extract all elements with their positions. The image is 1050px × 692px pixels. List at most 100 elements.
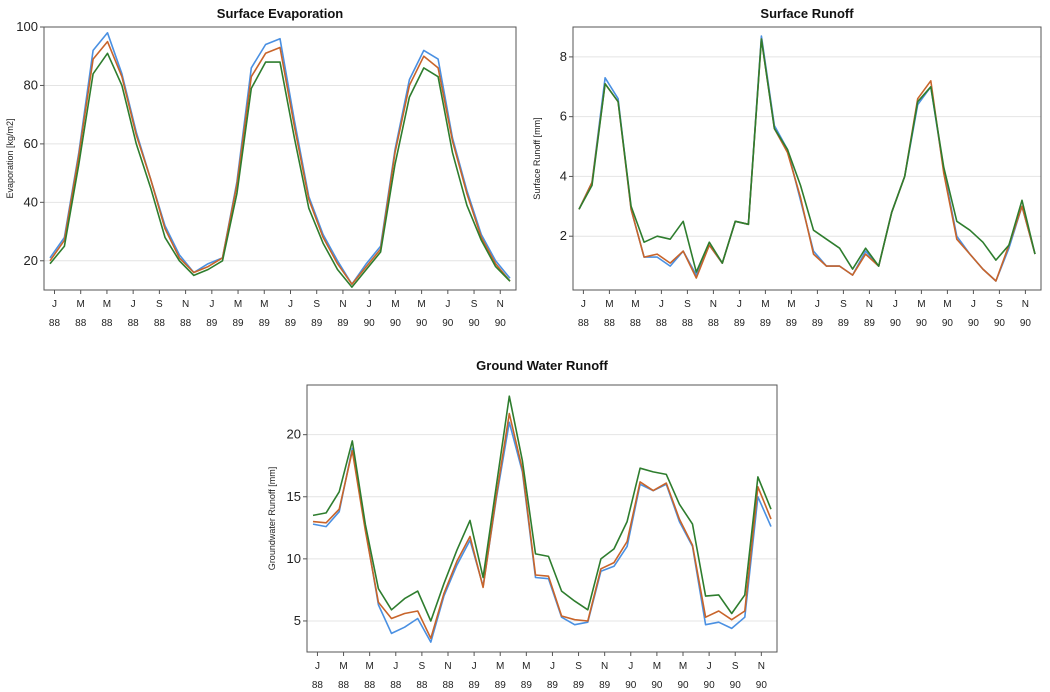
x-tick-label-month: J — [628, 661, 633, 672]
x-tick-label-year: 89 — [812, 318, 824, 329]
x-tick-label-month: J — [971, 299, 976, 310]
x-tick-label-month: S — [471, 299, 478, 310]
x-tick-label-year: 88 — [49, 318, 61, 329]
x-tick-label-month: M — [103, 299, 111, 310]
chart-svg: Surface Runoff Surface Runoff [mm] 2 4 6 8 J… — [532, 6, 1042, 329]
x-tick-label-year: 89 — [469, 680, 481, 691]
x-tick-label-year: 90 — [442, 318, 454, 329]
chart-title: Surface Evaporation — [217, 6, 343, 21]
x-tick-label-month: M — [787, 299, 795, 310]
x-tick-label-month: M — [917, 299, 925, 310]
x-tick-label-year: 88 — [128, 318, 140, 329]
x-tick-label-month: M — [77, 299, 85, 310]
x-tick-label-month: M — [496, 661, 504, 672]
x-tick-label-month: M — [679, 661, 687, 672]
x-tick-label-year: 89 — [838, 318, 850, 329]
y-tick-label: 15 — [287, 489, 301, 504]
x-tick-label-year: 88 — [338, 680, 350, 691]
y-tick-label: 4 — [560, 168, 567, 183]
x-tick-label-month: J — [209, 299, 214, 310]
x-tick-label-year: 89 — [864, 318, 876, 329]
x-tick-label-month: S — [156, 299, 163, 310]
x-tick-label-year: 88 — [75, 318, 87, 329]
x-tick-label-month: S — [419, 661, 426, 672]
plot-frame — [43, 26, 517, 291]
x-tick-label-year: 90 — [416, 318, 428, 329]
x-tick-label-year: 89 — [521, 680, 533, 691]
x-tick-label-month: M — [761, 299, 769, 310]
x-tick-label-year: 89 — [786, 318, 798, 329]
y-tick-label: 2 — [560, 228, 567, 243]
x-tick-label-year: 89 — [232, 318, 244, 329]
x-tick-label-month: J — [815, 299, 820, 310]
x-tick-label-year: 90 — [756, 680, 768, 691]
x-tick-label-month: N — [601, 661, 608, 672]
x-tick-label-month: S — [840, 299, 847, 310]
x-tick-label-year: 90 — [625, 680, 637, 691]
x-tick-label-year: 89 — [599, 680, 611, 691]
x-tick-label-year: 88 — [578, 318, 590, 329]
x-tick-label-month: N — [497, 299, 504, 310]
x-tick-label-month: J — [472, 661, 477, 672]
x-tick-label-year: 90 — [390, 318, 402, 329]
x-tick-label-year: 88 — [442, 680, 454, 691]
x-tick-label-month: M — [234, 299, 242, 310]
x-tick-label-year: 90 — [468, 318, 480, 329]
series-line-2 — [312, 412, 772, 640]
chart-surface-evaporation: Surface Evaporation Evaporation [kg/m2] … — [0, 0, 525, 346]
series-line-3 — [49, 52, 511, 288]
x-tick-label-year: 89 — [259, 318, 271, 329]
x-tick-label-month: M — [522, 661, 530, 672]
x-tick-label-month: M — [417, 299, 425, 310]
series-line-2 — [49, 40, 511, 286]
x-tick-label-year: 90 — [677, 680, 689, 691]
x-tick-label-month: M — [943, 299, 951, 310]
x-tick-label-year: 88 — [604, 318, 616, 329]
x-tick-label-month: S — [996, 299, 1003, 310]
x-tick-label-month: M — [631, 299, 639, 310]
y-axis-label: Groundwater Runoff [mm] — [267, 467, 277, 570]
y-tick-label: 60 — [24, 136, 38, 151]
x-tick-label-month: M — [391, 299, 399, 310]
x-tick-label-year: 89 — [547, 680, 559, 691]
x-tick-label-month: M — [260, 299, 268, 310]
x-tick-label-year: 89 — [573, 680, 585, 691]
x-tick-label-year: 90 — [364, 318, 376, 329]
plot-frame — [572, 26, 1042, 291]
x-tick-label-year: 88 — [364, 680, 376, 691]
x-tick-label-year: 89 — [495, 680, 507, 691]
y-axis-label: Evaporation [kg/m2] — [5, 118, 15, 198]
x-tick-label-year: 89 — [337, 318, 349, 329]
chart-svg: Surface Evaporation Evaporation [kg/m2] … — [5, 6, 517, 329]
x-tick-label-year: 89 — [734, 318, 746, 329]
y-tick-label: 40 — [24, 194, 38, 209]
x-tick-label-month: N — [710, 299, 717, 310]
y-tick-label: 20 — [287, 427, 301, 442]
x-tick-label-month: N — [1022, 299, 1029, 310]
x-tick-label-year: 90 — [1020, 318, 1032, 329]
x-tick-label-year: 89 — [760, 318, 772, 329]
chart-title: Surface Runoff — [760, 6, 854, 21]
x-tick-label-year: 89 — [206, 318, 218, 329]
x-tick-label-month: J — [52, 299, 57, 310]
x-tick-label-month: J — [581, 299, 586, 310]
x-tick-label-month: S — [575, 661, 582, 672]
x-tick-label-year: 90 — [916, 318, 928, 329]
chart-ground-water-runoff: Ground Water Runoff Groundwater Runoff [… — [262, 346, 787, 692]
x-tick-label-year: 89 — [285, 318, 297, 329]
chart-svg: Ground Water Runoff Groundwater Runoff [… — [267, 358, 778, 691]
x-tick-label-month: J — [288, 299, 293, 310]
x-tick-label-year: 90 — [890, 318, 902, 329]
x-tick-label-month: N — [182, 299, 189, 310]
x-tick-label-month: J — [707, 661, 712, 672]
x-tick-label-month: J — [550, 661, 555, 672]
x-tick-label-year: 88 — [682, 318, 694, 329]
x-tick-label-year: 88 — [101, 318, 113, 329]
chart-title: Ground Water Runoff — [476, 358, 608, 373]
x-tick-label-month: N — [758, 661, 765, 672]
x-tick-label-month: M — [653, 661, 661, 672]
chart-surface-runoff: Surface Runoff Surface Runoff [mm] 2 4 6 8 J… — [525, 0, 1050, 346]
x-tick-label-year: 88 — [656, 318, 668, 329]
x-tick-label-year: 90 — [968, 318, 980, 329]
x-tick-label-year: 90 — [704, 680, 716, 691]
